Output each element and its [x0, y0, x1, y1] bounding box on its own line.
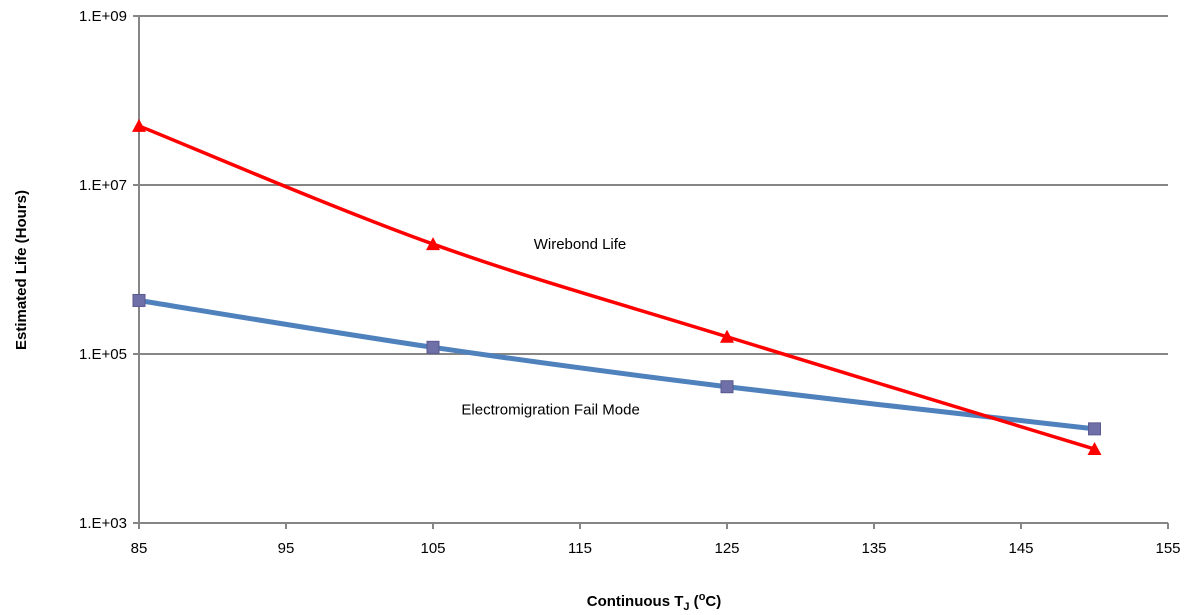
annotation-label: Wirebond Life	[534, 236, 627, 253]
x-axis-title-open: (	[690, 593, 699, 610]
data-point-wirebond	[720, 329, 734, 343]
series-electromigration	[132, 293, 1101, 436]
data-point-electromigration	[720, 380, 734, 394]
x-axis-title-superscript: o	[699, 591, 706, 603]
axes	[138, 16, 1168, 524]
data-point-electromigration	[426, 340, 440, 354]
y-tick-label: 1.E+03	[79, 515, 127, 532]
y-tick-label: 1.E+09	[79, 8, 127, 25]
data-point-wirebond	[1087, 442, 1102, 456]
data-point-wirebond	[426, 237, 440, 251]
x-tick-label: 145	[1008, 540, 1033, 557]
data-point-electromigration	[132, 293, 146, 307]
x-tick-label: 135	[861, 540, 886, 557]
data-point-wirebond	[132, 118, 146, 132]
x-axis-title-close: C)	[705, 593, 721, 610]
gridlines	[139, 15, 1168, 355]
annotation-label: Electromigration Fail Mode	[461, 402, 639, 419]
series-layer	[132, 118, 1102, 456]
x-tick-label: 115	[568, 540, 592, 557]
y-tick-label: 1.E+07	[79, 177, 127, 194]
x-axis-title-main: Continuous T	[587, 593, 684, 610]
x-tick-label: 85	[131, 540, 148, 557]
x-tick-label: 105	[420, 540, 445, 557]
data-point-electromigration	[1088, 422, 1101, 436]
series-line-wirebond	[137, 124, 1097, 451]
x-tick-label: 155	[1155, 540, 1180, 557]
y-ticks: 1.E+03 1.E+05 1.E+07 1.E+09	[79, 8, 139, 532]
x-axis-title: Continuous TJ (oC)	[587, 591, 722, 613]
series-wirebond	[132, 118, 1102, 456]
series-line-electromigration	[136, 297, 1097, 432]
y-axis-title: Estimated Life (Hours)	[13, 190, 30, 350]
x-axis-title-subscript: J	[683, 601, 689, 613]
x-ticks: 85 95 105 115 125 135 145 155	[131, 523, 1181, 557]
x-tick-label: 95	[278, 540, 295, 557]
y-tick-label: 1.E+05	[79, 346, 127, 363]
annotations: Wirebond Life Electromigration Fail Mode	[461, 236, 639, 419]
x-tick-label: 125	[714, 540, 739, 557]
